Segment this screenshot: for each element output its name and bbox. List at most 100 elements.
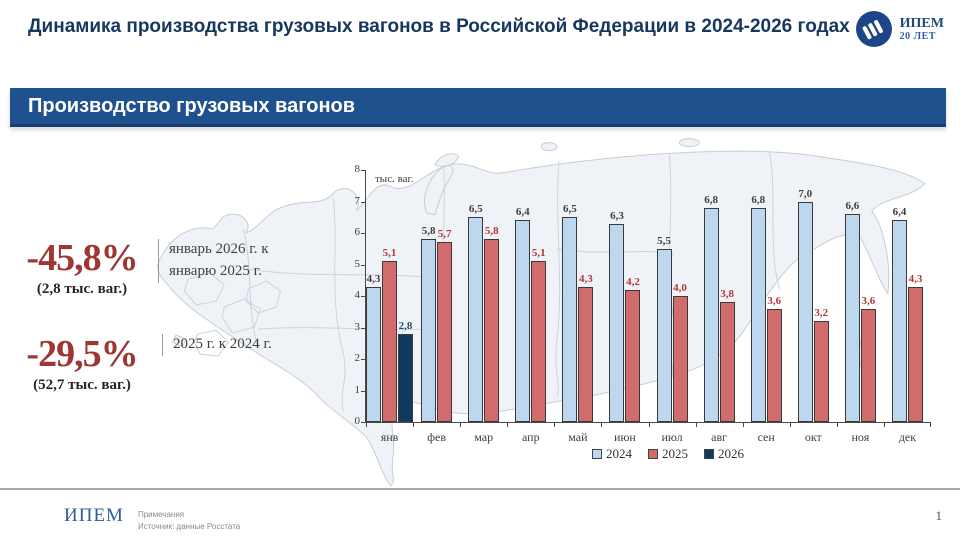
stat-absolute: (52,7 тыс. ваг.): [33, 377, 131, 393]
bar-group-мар: 6,5 5,8: [460, 170, 507, 422]
barwrap-2024-мар: 6,5: [468, 170, 484, 422]
barwrap-2024-май: 6,5: [562, 170, 578, 422]
bar-2025-май: [578, 286, 594, 422]
y-axis-unit-label: тыс. ваг.: [375, 173, 414, 185]
barwrap-2025-ноя: 3,6: [860, 170, 876, 422]
bar-2024-апр: [515, 220, 531, 422]
x-axis-label: июн: [614, 430, 636, 444]
bar-value-label: 4,0: [673, 282, 687, 294]
x-axis-label: сен: [757, 430, 775, 444]
bar-value-label: 5,1: [531, 247, 546, 260]
y-axis-label: 7: [354, 194, 361, 207]
barwrap-2024-дек: 6,4: [891, 170, 907, 422]
x-axis-tick: [742, 423, 744, 427]
barwrap-2025-авг: 3,8: [719, 170, 735, 422]
bar-value-label: 7,0: [798, 187, 813, 200]
stat-percent: -45,8%: [26, 237, 138, 279]
bar-value-label: 6,6: [845, 200, 860, 213]
bar-value-label: 3,6: [767, 294, 782, 307]
stat-caption-year: 2025 г. к 2024 г.: [162, 334, 273, 356]
barwrap-2025-июл: 4,0: [672, 170, 688, 422]
legend-label-2025: 2025: [662, 446, 688, 461]
y-axis-tick: [361, 233, 365, 234]
barwrap-2025-сен: 3,6: [766, 170, 782, 422]
x-axis-tick: [930, 423, 931, 427]
bar-2025-июл: [672, 296, 688, 422]
barwrap-2025-фев: 5,7: [437, 170, 453, 422]
chart-legend: 2024 2025 2026: [592, 446, 744, 462]
x-axis-tick: [366, 423, 367, 427]
bar-value-label: 6,4: [515, 206, 530, 219]
y-axis-label: 3: [354, 320, 361, 333]
legend-item-2025: 2025: [648, 446, 688, 462]
bar-2024-июн: [609, 223, 625, 422]
y-axis-label: 5: [354, 257, 361, 270]
bar-group-фев: 5,8 5,7: [413, 170, 460, 422]
y-axis-label: 0: [354, 415, 361, 427]
x-axis-label: янв: [380, 430, 399, 444]
y-axis-tick: [361, 422, 365, 423]
x-axis-label: апр: [521, 430, 540, 444]
barwrap-2025-янв: 5,1: [382, 170, 398, 422]
x-axis-tick: [554, 423, 556, 427]
bar-2024-окт: [797, 201, 813, 422]
barwrap-2025-июн: 4,2: [625, 170, 641, 422]
bar-2025-мар: [484, 239, 500, 422]
x-axis-tick: [883, 423, 885, 427]
bar-group-авг: 6,8 3,8: [696, 170, 743, 422]
bar-value-label: 6,3: [610, 209, 624, 222]
barwrap-2024-июн: 6,3: [609, 170, 625, 422]
bar-value-label: 5,5: [657, 234, 671, 247]
barwrap-2025-окт: 3,2: [813, 170, 829, 422]
bar-value-label: 4,3: [578, 272, 593, 285]
page-number: 1: [935, 508, 943, 523]
bar-2026-янв: [398, 333, 414, 422]
bar-2024-янв: [366, 286, 382, 422]
bar-2024-сен: [750, 207, 766, 422]
footer: ИПЕМ Примечания Источник: данные Росстат…: [64, 505, 240, 533]
bar-2024-июл: [656, 248, 672, 422]
bar-2024-май: [562, 217, 578, 422]
page-title: Динамика производства грузовых вагонов в…: [28, 16, 850, 37]
x-axis-tick: [695, 423, 697, 427]
x-axis-label: авг: [711, 430, 728, 444]
bar-2025-янв: [382, 261, 398, 422]
logo-text: ИПЕМ 20 ЛЕТ: [900, 16, 944, 42]
bar-value-label: 3,8: [720, 288, 734, 301]
stat-absolute: (2,8 тыс. ваг.): [36, 281, 128, 297]
bar-group-май: 6,5 4,3: [554, 170, 601, 422]
x-axis-tick: [648, 423, 650, 427]
y-axis-tick: [361, 201, 365, 203]
y-axis-label: 8: [354, 163, 361, 175]
x-axis-label: ноя: [851, 430, 870, 444]
chart: тыс. ваг. 0 1 2 3 4 5 6 7 8 4,3 5,1 2,8 янв 5,8 5,7 фев…: [340, 158, 940, 470]
ipem-logo-icon: [855, 11, 892, 47]
bar-2024-ноя: [844, 214, 860, 422]
bar-group-июн: 6,3 4,2: [601, 170, 648, 422]
bar-group-окт: 7,0 3,2: [790, 170, 837, 422]
y-axis-tick: [361, 264, 365, 266]
legend-item-2026: 2026: [704, 446, 744, 462]
bar-2025-ноя: [860, 308, 876, 422]
bar-group-июл: 5,5 4,0: [649, 170, 696, 422]
bar-value-label: 4,2: [626, 275, 640, 288]
bar-group-ноя: 6,6 3,6: [837, 170, 884, 422]
bar-2024-мар: [468, 217, 484, 422]
x-axis-tick: [789, 423, 791, 427]
x-axis-tick: [460, 423, 462, 427]
bar-value-label: 6,8: [751, 193, 766, 206]
bar-2025-окт: [813, 321, 829, 422]
legend-label-2026: 2026: [718, 446, 744, 461]
x-axis-label: июл: [661, 430, 683, 444]
bar-value-label: 4,3: [366, 272, 381, 285]
x-axis-tick: [413, 423, 415, 427]
bar-value-label: 5,1: [382, 247, 397, 260]
bar-value-label: 5,8: [421, 225, 436, 238]
stat-jan-2026-vs-2025: -45,8% (2,8 тыс. ваг.): [6, 236, 158, 298]
bar-value-label: 4,3: [908, 272, 923, 285]
y-axis-tick: [361, 359, 365, 360]
barwrap-2025-дек: 4,3: [907, 170, 923, 422]
x-axis-label: дек: [898, 430, 917, 444]
y-axis-tick: [361, 390, 365, 392]
